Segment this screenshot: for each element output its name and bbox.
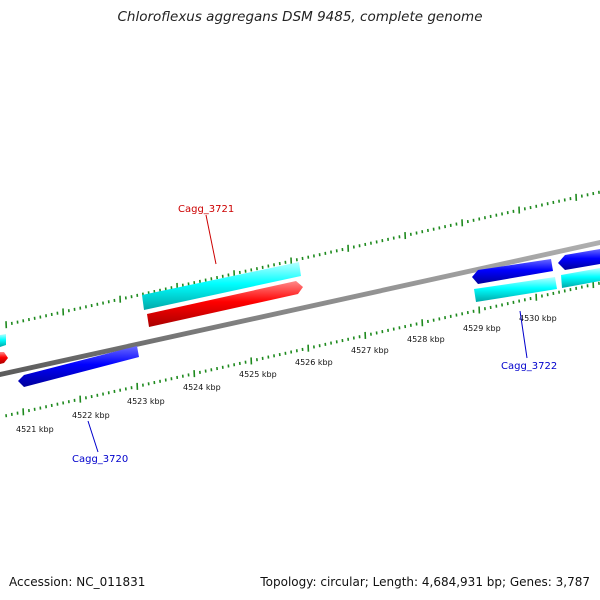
scale-label: 4525 kbp (239, 370, 277, 379)
scale-label: 4522 kbp (72, 411, 110, 420)
gene-label[interactable]: Cagg_3721 (178, 204, 234, 215)
gene-feature[interactable] (142, 262, 301, 310)
inner-tick-track (5, 281, 600, 418)
gene-features (0, 249, 600, 387)
gene-label[interactable]: Cagg_3720 (72, 454, 128, 465)
accession-label: Accession: NC_011831 (9, 575, 146, 589)
gene-feature[interactable] (147, 281, 303, 327)
genome-summary: Topology: circular; Length: 4,684,931 bp… (260, 575, 590, 589)
gene-feature[interactable] (561, 268, 600, 288)
label-leader-line (87, 420, 99, 453)
scale-labels: 4521 kbp 4522 kbp 4523 kbp 4524 kbp 4525 kbp… (16, 314, 557, 434)
scale-label: 4527 kbp (351, 346, 389, 355)
scale-label: 4528 kbp (407, 335, 445, 344)
scale-label: 4523 kbp (127, 397, 165, 406)
gene-feature[interactable] (558, 249, 600, 270)
scale-label: 4530 kbp (519, 314, 557, 323)
scale-label: 4524 kbp (183, 383, 221, 392)
genome-backbone (0, 240, 600, 377)
gene-feature[interactable] (0, 352, 8, 364)
gene-feature[interactable] (472, 259, 553, 284)
gene-feature[interactable] (18, 346, 139, 387)
outer-tick-track (5, 190, 600, 329)
gene-feature[interactable] (0, 334, 6, 347)
scale-label: 4526 kbp (295, 358, 333, 367)
scale-label: 4529 kbp (463, 324, 501, 333)
gene-feature[interactable] (474, 277, 557, 302)
label-leader-line (205, 214, 217, 265)
scale-label: 4521 kbp (16, 425, 54, 434)
label-leader-line (519, 310, 528, 359)
map-title: Chloroflexus aggregans DSM 9485, complet… (117, 9, 483, 25)
gene-label[interactable]: Cagg_3722 (501, 361, 557, 372)
